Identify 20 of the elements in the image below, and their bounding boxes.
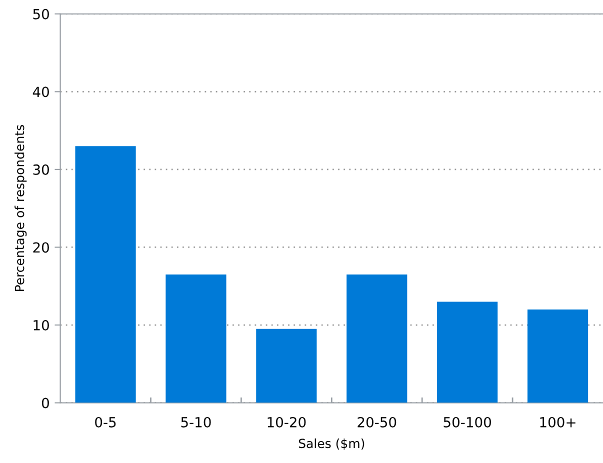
x-tick-label: 20-50 — [358, 416, 396, 428]
y-axis-title: Percentage of respondents — [14, 125, 27, 292]
x-tick-label: 5-10 — [181, 416, 211, 428]
y-tick-label: 30 — [33, 164, 49, 175]
bar — [346, 274, 408, 403]
bar — [437, 302, 498, 403]
y-tick-label: 10 — [34, 320, 49, 330]
x-tick-label: 50-100 — [444, 416, 491, 428]
bar — [256, 328, 317, 403]
y-tick-label: 40 — [32, 86, 49, 98]
x-tick-label: 10-20 — [268, 416, 306, 428]
bar — [527, 309, 588, 403]
y-tick-label: 20 — [33, 242, 49, 253]
bar — [75, 146, 136, 403]
x-tick-label: 100+ — [540, 416, 576, 428]
x-tick-label: 0-5 — [95, 416, 116, 428]
y-tick-label: 0 — [42, 398, 49, 408]
x-axis-title: Sales ($m) — [298, 438, 364, 450]
bar — [166, 274, 226, 403]
y-tick-label: 50 — [33, 8, 49, 20]
